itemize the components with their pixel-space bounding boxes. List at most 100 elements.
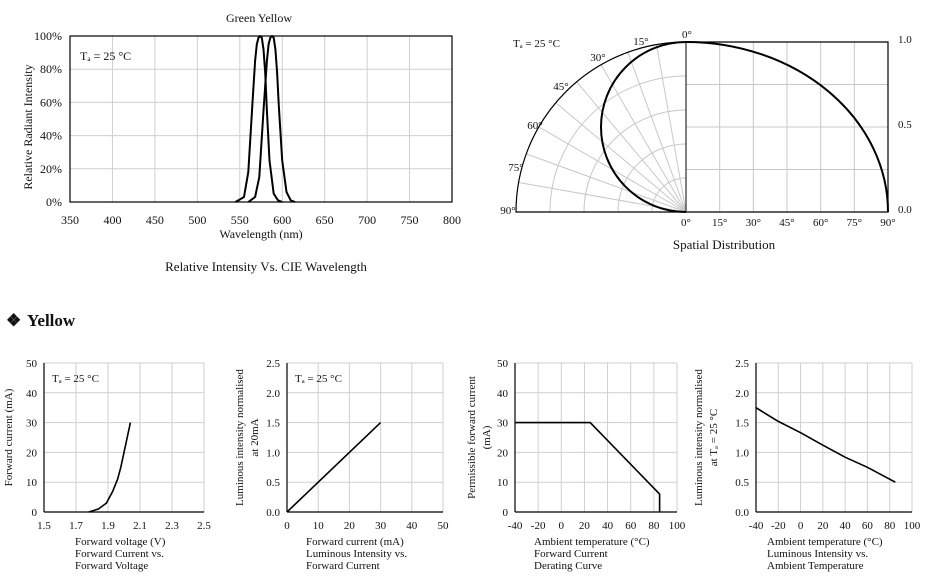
x-tick-label: 60 xyxy=(862,520,874,532)
y-tick-label: 2.0 xyxy=(266,388,280,400)
chart-caption: Luminous Intensity vs. xyxy=(767,548,868,560)
temperature-note: Tₐ = 25 °C xyxy=(52,373,99,385)
temperature-note: Tₐ = 25 °C xyxy=(513,38,560,50)
y-tick-label: 30 xyxy=(497,418,509,430)
y-tick-label: 10 xyxy=(26,477,38,489)
angle-label: 90° xyxy=(500,205,515,217)
spectrum-curve-1 xyxy=(234,35,283,203)
x-tick-label: 40 xyxy=(406,520,418,532)
polar-ring xyxy=(583,109,687,213)
x-axis-label: Ambient temperature (°C) xyxy=(767,536,883,548)
y-tick-label: 80% xyxy=(40,62,62,76)
x-tick-label: 750 xyxy=(401,213,419,227)
polar-spoke xyxy=(576,81,687,213)
x-tick-label: 75° xyxy=(847,217,862,229)
x-tick-label: 0° xyxy=(681,217,691,229)
x-tick-label: -40 xyxy=(508,520,523,532)
x-tick-label: 20 xyxy=(817,520,829,532)
y-tick-label: 0.0 xyxy=(266,507,280,519)
spectrum-curve-2 xyxy=(247,35,296,203)
y-tick-label: 20 xyxy=(26,447,38,459)
x-axis-label: Forward current (mA) xyxy=(306,536,404,548)
polar-spoke xyxy=(600,64,687,213)
y-tick-label: 40% xyxy=(40,129,62,143)
r-tick-label: 0.5 xyxy=(898,119,912,131)
x-tick-label: 30 xyxy=(375,520,387,532)
y-tick-label: 50 xyxy=(497,358,509,370)
angle-label: 75° xyxy=(508,162,523,174)
spatial-distribution-chart: 0° 15° 30° 45° 60° 75° 90° 0° 15° 30° 45° 60° 75° 90°… xyxy=(500,29,912,252)
data-curve-1 xyxy=(515,421,661,512)
y-tick-label: 40 xyxy=(26,388,38,400)
y-tick-label: 0.0 xyxy=(735,507,749,519)
y-tick-label: 1.5 xyxy=(735,418,749,430)
y-axis-label: Forward current (mA) xyxy=(3,388,15,486)
y-axis-label: Luminous intensity normalised xyxy=(693,369,705,506)
x-tick-label: 2.5 xyxy=(197,520,211,532)
x-tick-label: 650 xyxy=(316,213,334,227)
chart-caption: Spatial Distribution xyxy=(673,237,776,252)
y-axis-label-line2: (mA) xyxy=(481,425,493,449)
y-tick-label: 2.5 xyxy=(266,358,280,370)
y-axis-label: Relative Radiant Intensity xyxy=(21,64,35,189)
y-tick-label: 1.0 xyxy=(735,447,749,459)
intensity-vs-temperature-chart: 0.0 0.5 1.0 1.5 2.0 2.5 -40 -20 0 20 40 60 80 100 Lumi… xyxy=(693,358,921,572)
x-tick-label: 550 xyxy=(231,213,249,227)
intensity-vs-current-chart: 0.0 0.5 1.0 1.5 2.0 2.5 0 10 20 30 40 50 Luminous in… xyxy=(234,358,449,572)
polar-spoke xyxy=(555,102,687,213)
data-curve-1 xyxy=(286,422,382,513)
angle-label: 0° xyxy=(682,29,692,41)
x-tick-label: 2.1 xyxy=(133,520,147,532)
y-axis-label: Luminous intensity normalised xyxy=(234,369,246,506)
x-tick-label: -20 xyxy=(771,520,786,532)
x-tick-label: 350 xyxy=(61,213,79,227)
y-tick-label: 20 xyxy=(497,447,509,459)
x-tick-label: 45° xyxy=(779,217,794,229)
angle-label: 30° xyxy=(590,52,605,64)
x-tick-label: 1.9 xyxy=(101,520,115,532)
x-tick-label: 2.3 xyxy=(165,520,179,532)
x-axis-label: Wavelength (nm) xyxy=(219,227,302,241)
y-tick-label: 40 xyxy=(497,388,509,400)
chart-caption: Forward Voltage xyxy=(75,560,148,572)
x-tick-label: 0 xyxy=(798,520,804,532)
forward-current-vs-voltage-chart: 0 10 20 30 40 50 1.5 1.7 1.9 2.1 2.3 2.5 Forward cur… xyxy=(3,358,211,572)
y-tick-label: 60% xyxy=(40,95,62,109)
x-tick-label: 600 xyxy=(273,213,291,227)
chart-caption: Forward Current vs. xyxy=(75,548,164,560)
x-tick-label: 50 xyxy=(438,520,450,532)
polar-curve-right xyxy=(685,41,889,213)
data-curve-1 xyxy=(755,407,896,483)
x-tick-label: 700 xyxy=(358,213,376,227)
y-tick-label: 0% xyxy=(46,195,62,209)
angle-label: 60° xyxy=(527,120,542,132)
x-tick-label: 80 xyxy=(884,520,896,532)
x-tick-label: 30° xyxy=(746,217,761,229)
y-tick-label: 0 xyxy=(32,507,38,519)
temperature-note: Tₐ = 25 °C xyxy=(80,49,131,63)
polar-spoke xyxy=(526,153,687,213)
x-tick-label: 0 xyxy=(559,520,565,532)
chart-caption: Relative Intensity Vs. CIE Wavelength xyxy=(165,259,367,274)
polar-ring xyxy=(549,75,687,213)
y-tick-label: 0.5 xyxy=(266,477,280,489)
x-axis-label: Ambient temperature (°C) xyxy=(534,536,650,548)
x-tick-label: 1.7 xyxy=(69,520,83,532)
angle-label: 15° xyxy=(633,36,648,48)
x-tick-label: 1.5 xyxy=(37,520,51,532)
x-tick-label: 60° xyxy=(813,217,828,229)
x-tick-label: 400 xyxy=(103,213,121,227)
x-tick-label: 40 xyxy=(840,520,852,532)
y-axis-label-line2: at Tₐ = 25 °C xyxy=(708,409,720,466)
y-tick-label: 50 xyxy=(26,358,38,370)
x-tick-label: 800 xyxy=(443,213,461,227)
chart-caption: Luminous Intensity vs. xyxy=(306,548,407,560)
y-tick-label: 2.0 xyxy=(735,388,749,400)
y-tick-label: 10 xyxy=(497,477,509,489)
r-tick-label: 0.0 xyxy=(898,204,912,216)
x-tick-label: 500 xyxy=(188,213,206,227)
polar-spoke xyxy=(627,52,687,213)
x-tick-label: -40 xyxy=(749,520,764,532)
x-tick-label: 90° xyxy=(880,217,895,229)
